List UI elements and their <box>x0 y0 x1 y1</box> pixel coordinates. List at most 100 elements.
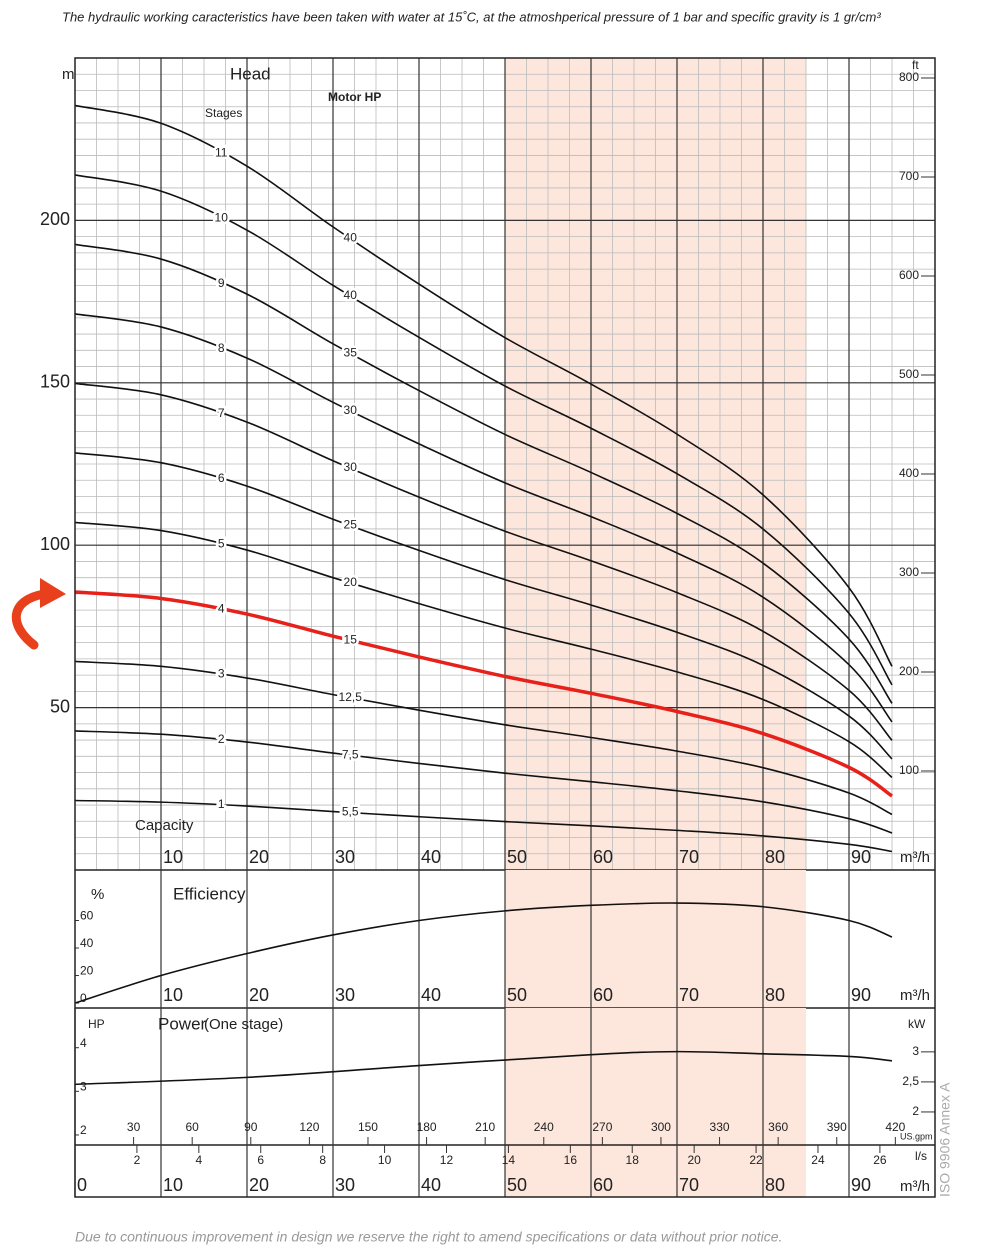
curve <box>74 313 893 723</box>
y2-axis-label: ft <box>912 58 919 72</box>
x-tick-label: 40 <box>421 985 441 1005</box>
x-tick-label: 70 <box>679 1175 699 1195</box>
y2-tick-label: 700 <box>899 169 919 183</box>
x2-tick-label: 150 <box>358 1120 378 1134</box>
curve <box>74 902 893 1004</box>
x2-tick-label: 360 <box>768 1120 788 1134</box>
x-unit: m³/h <box>900 849 930 866</box>
x-tick-label: 60 <box>593 1175 613 1195</box>
x-tick-label: 70 <box>679 847 699 867</box>
y-tick-label: 4 <box>80 1036 87 1050</box>
x2-tick-label: 330 <box>710 1120 730 1134</box>
x3-tick-label: 26 <box>873 1153 887 1167</box>
x-tick-label: 10 <box>163 985 183 1005</box>
y2-tick-label: 2 <box>912 1104 919 1118</box>
x2-tick-label: 90 <box>244 1120 258 1134</box>
x3-tick-label: 20 <box>687 1153 701 1167</box>
stage-label: 2 <box>218 732 225 746</box>
x2-tick-label: 210 <box>475 1120 495 1134</box>
y-axis-label: HP <box>88 1017 105 1031</box>
footer-note: Due to continuous improvement in design … <box>75 1229 782 1245</box>
y-tick-label: 2 <box>80 1123 87 1137</box>
motor-hp-label: 12,5 <box>339 690 363 704</box>
curve <box>74 730 893 834</box>
y2-axis-label: kW <box>908 1017 926 1031</box>
stage-label: 10 <box>215 211 229 225</box>
x-tick-label: 30 <box>335 985 355 1005</box>
curve <box>74 452 893 760</box>
curve <box>74 104 893 667</box>
x-tick-label: 80 <box>765 985 785 1005</box>
x-tick-label: 50 <box>507 847 527 867</box>
motor-hp-label: 5,5 <box>342 805 359 819</box>
y-tick-label: 150 <box>40 372 70 392</box>
y2-tick-label: 800 <box>899 70 919 84</box>
x-tick-label: 50 <box>507 985 527 1005</box>
side-label: ISO 9906 Annex A <box>937 1082 953 1197</box>
x3-tick-label: 12 <box>440 1153 454 1167</box>
x-tick-label: 50 <box>507 1175 527 1195</box>
chart-title: Head <box>230 64 271 83</box>
y2-tick-label: 300 <box>899 565 919 579</box>
y-tick-label: 50 <box>50 696 70 716</box>
x-tick-label: 30 <box>335 847 355 867</box>
y-tick-label: 3 <box>80 1080 87 1094</box>
y2-tick-label: 500 <box>899 367 919 381</box>
y-tick-label: 40 <box>80 936 94 950</box>
y2-tick-label: 600 <box>899 268 919 282</box>
x3-unit: l/s <box>915 1149 927 1163</box>
y-tick-label: 60 <box>80 909 94 923</box>
curve <box>74 243 893 704</box>
x-tick-label: 0 <box>77 1175 87 1195</box>
x-tick-label: 60 <box>593 847 613 867</box>
stage-label: 8 <box>218 341 225 355</box>
stage-label: 6 <box>218 471 225 485</box>
x3-tick-label: 4 <box>195 1153 202 1167</box>
x2-tick-label: 420 <box>885 1120 905 1134</box>
stage-label: 3 <box>218 667 225 681</box>
x-tick-label: 70 <box>679 985 699 1005</box>
x-tick-label: 10 <box>163 847 183 867</box>
y-tick-label: 20 <box>80 964 94 978</box>
x-tick-label: 20 <box>249 1175 269 1195</box>
stage-label: 4 <box>218 602 225 616</box>
x-tick-label: 20 <box>249 985 269 1005</box>
x-tick-label: 80 <box>765 1175 785 1195</box>
curve <box>74 521 893 779</box>
under-layer <box>74 58 935 1197</box>
x2-tick-label: 120 <box>299 1120 319 1134</box>
pointer-arrow <box>11 589 49 650</box>
y-tick-label: 100 <box>40 534 70 554</box>
motor-hp-label: 30 <box>344 403 358 417</box>
motor-hp-label: 35 <box>344 345 358 359</box>
stage-label: 9 <box>218 276 225 290</box>
curve <box>74 174 893 686</box>
stage-label: 11 <box>215 145 228 159</box>
chart-subtitle: (One stage) <box>204 1016 283 1033</box>
x-tick-label: 30 <box>335 1175 355 1195</box>
x3-tick-label: 10 <box>378 1153 392 1167</box>
motor-hp-label: 25 <box>344 518 358 532</box>
x-axis-label: Capacity <box>135 817 194 834</box>
series-label: Stages <box>205 106 242 120</box>
x-tick-label: 40 <box>421 847 441 867</box>
highlight-band <box>505 1008 806 1197</box>
y-axis-label: m <box>62 66 75 83</box>
x2-tick-label: 180 <box>417 1120 437 1134</box>
x-unit: m³/h <box>900 987 930 1004</box>
motor-hp-label: 40 <box>344 288 358 302</box>
chart-title: Efficiency <box>173 884 246 903</box>
x-tick-label: 20 <box>249 847 269 867</box>
annotation-label: Motor HP <box>328 90 381 104</box>
x2-tick-label: 30 <box>127 1120 141 1134</box>
x2-tick-label: 390 <box>827 1120 847 1134</box>
x-tick-label: 90 <box>851 1175 871 1195</box>
motor-hp-label: 7,5 <box>342 747 359 761</box>
motor-hp-label: 30 <box>344 460 358 474</box>
x-unit: m³/h <box>900 1178 930 1195</box>
frame <box>74 57 936 1198</box>
y2-tick-label: 3 <box>912 1044 919 1058</box>
chart-title: Power <box>158 1014 207 1033</box>
curve <box>74 1050 893 1086</box>
